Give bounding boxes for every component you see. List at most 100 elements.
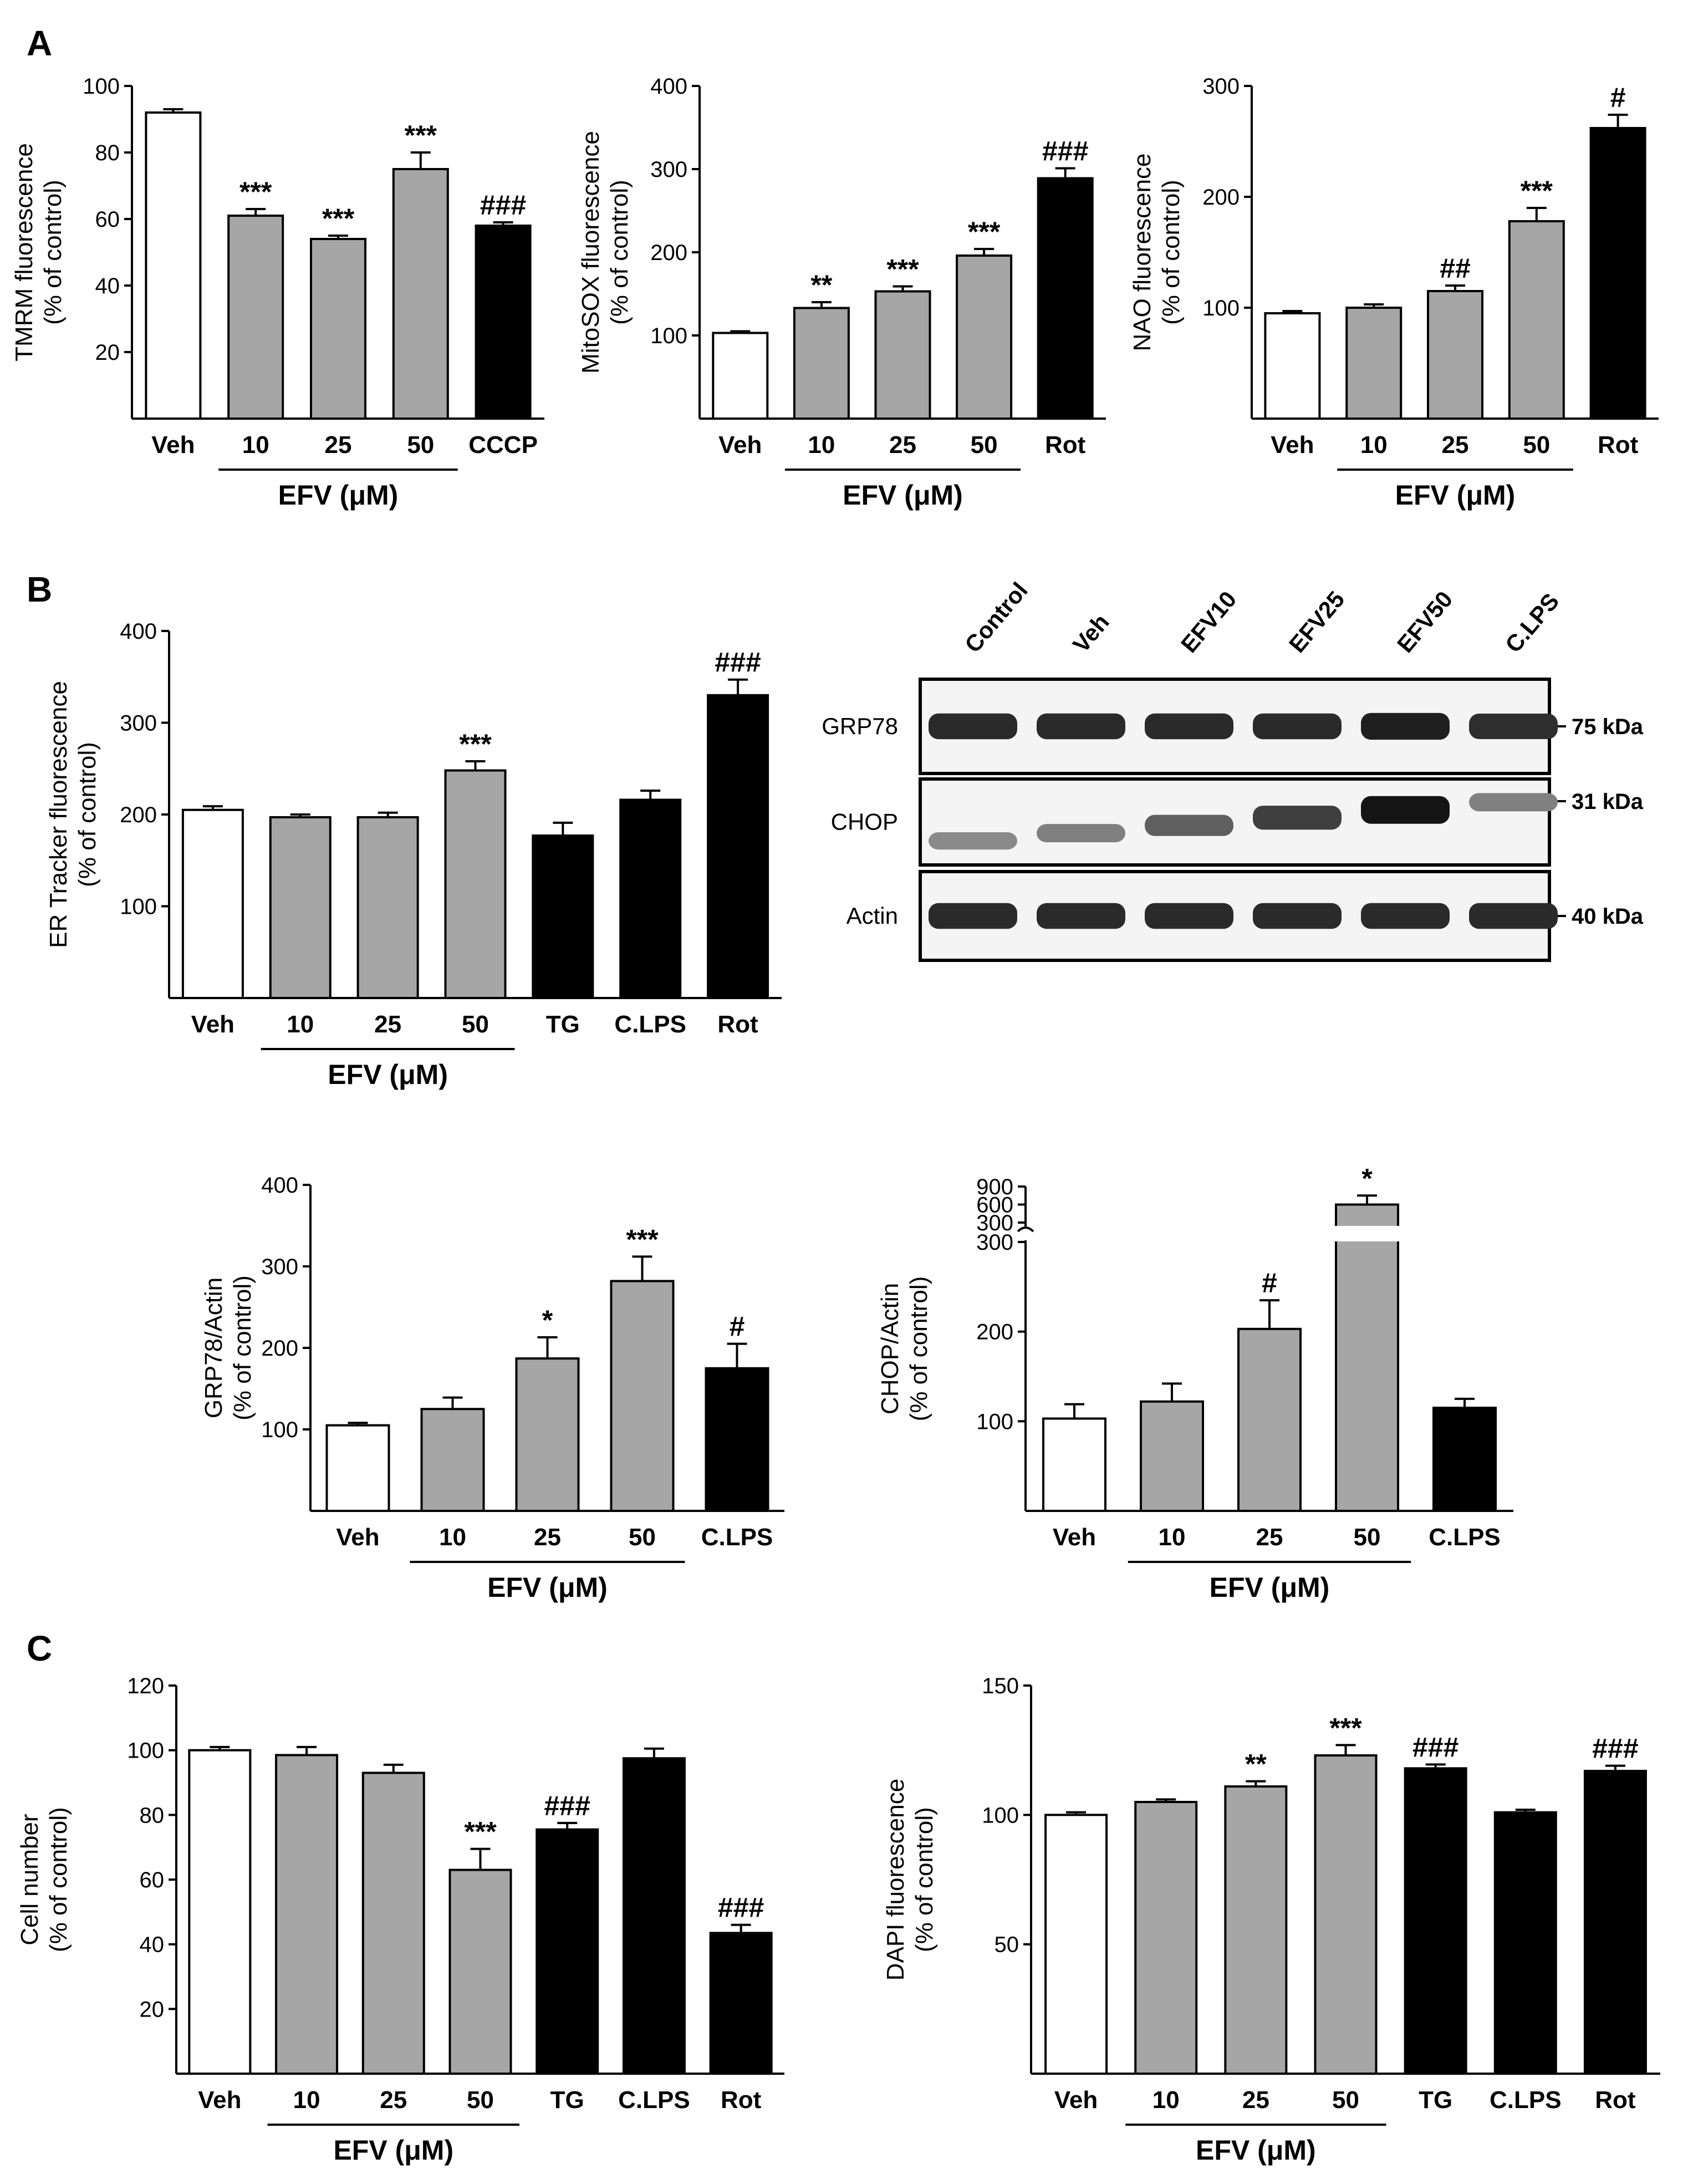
western-blot: Control Veh EFV10 EFV25 EFV50 C.LPS GRP78 75 kD… <box>822 577 1644 962</box>
group-label: EFV (μM) <box>278 480 399 511</box>
significance-label: *** <box>626 1224 659 1255</box>
chart-nao: 100 200 300 NAO fluorescence(% of control) V… <box>1129 74 1659 511</box>
bar-25 <box>874 290 931 420</box>
blot-row-box <box>919 777 1551 867</box>
bar-C.LPS <box>705 1367 769 1512</box>
bar-50 <box>444 769 507 1000</box>
x-tick-label: 10 <box>1152 2086 1180 2114</box>
blot-marker-label: 75 kDa <box>1572 715 1644 739</box>
y-tick-label: 400 <box>261 1173 298 1198</box>
y-tick-label: 100 <box>976 1409 1013 1434</box>
significance-label: *** <box>886 254 919 285</box>
bar-25 <box>1427 290 1483 420</box>
bar-Rot <box>1583 1770 1647 2075</box>
significance-label: *** <box>239 176 272 207</box>
x-tick-label: Veh <box>1053 1524 1096 1551</box>
significance-label: ### <box>480 190 526 221</box>
x-tick-label: 10 <box>287 1011 314 1038</box>
significance-label: # <box>1610 82 1626 113</box>
x-tick-label: 25 <box>534 1524 561 1551</box>
significance-label: * <box>542 1305 553 1336</box>
bar-C.LPS <box>1493 1811 1557 2075</box>
significance-label: *** <box>459 729 492 760</box>
y-axis-label: MitoSOX fluorescence(% of control) <box>577 131 633 374</box>
x-tick-label: TG <box>1419 2086 1452 2114</box>
bar-50 <box>1314 1754 1378 2075</box>
bar-25 <box>361 1771 425 2075</box>
y-axis-label: ER Tracker fluorescence(% of control) <box>45 681 101 948</box>
y-tick-label: 200 <box>120 803 157 827</box>
bar-25 <box>515 1357 580 1513</box>
group-label: EFV (μM) <box>1210 1572 1330 1603</box>
blot-band <box>1253 713 1342 740</box>
group-label: EFV (μM) <box>1395 480 1516 511</box>
blot-band <box>1037 713 1125 740</box>
y-tick-label-upper: 900 <box>976 1175 1013 1199</box>
x-tick-label: 10 <box>808 431 835 459</box>
y-tick-label: 120 <box>127 1674 164 1698</box>
x-tick-label: Rot <box>717 1011 758 1038</box>
x-tick-label: C.LPS <box>1490 2086 1562 2114</box>
x-tick-label: Veh <box>1054 2086 1098 2114</box>
bar-10 <box>420 1408 485 1512</box>
significance-label: *** <box>464 1816 497 1847</box>
x-tick-label: Rot <box>721 2086 762 2114</box>
y-axis-label: GRP78/Actin(% of control) <box>200 1275 256 1421</box>
blot-band <box>1037 824 1125 843</box>
y-tick-label: 40 <box>140 1933 165 1957</box>
y-tick-label: 20 <box>140 1997 165 2022</box>
x-tick-label: Veh <box>151 431 195 459</box>
blot-band <box>929 903 1017 929</box>
significance-label: *** <box>968 216 1001 247</box>
x-tick-label: C.LPS <box>701 1524 773 1551</box>
y-tick-label: 200 <box>1202 185 1240 210</box>
x-tick-label: 50 <box>1354 1524 1381 1551</box>
bar-TG <box>536 1828 599 2075</box>
y-tick-label: 100 <box>83 74 120 99</box>
bar-10 <box>1345 307 1403 420</box>
group-label: EFV (μM) <box>1196 2135 1316 2166</box>
bar-25 <box>310 238 366 420</box>
y-axis-label: Cell number(% of control) <box>16 1807 72 1952</box>
blot-band <box>929 713 1017 740</box>
x-tick-label: Veh <box>1271 431 1314 459</box>
group-label: EFV (μM) <box>328 1059 448 1090</box>
y-axis-label: DAPI fluorescence(% of control) <box>882 1779 938 1981</box>
y-tick-label: 60 <box>140 1868 165 1892</box>
bar-50 <box>1335 1203 1399 1512</box>
bar-Rot <box>707 694 769 999</box>
blot-lane-label: C.LPS <box>1500 588 1564 658</box>
significance-label: ### <box>1412 1732 1458 1763</box>
x-tick-label: 25 <box>1256 1524 1283 1551</box>
significance-label: # <box>730 1311 745 1342</box>
x-tick-label: C.LPS <box>618 2086 690 2114</box>
bar-25 <box>1224 1785 1288 2075</box>
x-tick-label: 25 <box>374 1011 401 1038</box>
y-tick-label: 300 <box>976 1230 1013 1255</box>
blot-lane-label: Control <box>960 577 1033 658</box>
bar-C.LPS <box>619 798 682 1000</box>
blot-band <box>1469 793 1558 812</box>
bar-10 <box>793 307 850 420</box>
blot-lane-label: EFV50 <box>1392 586 1458 658</box>
significance-label: *** <box>322 203 355 234</box>
blot-band <box>1361 903 1450 929</box>
y-tick-label: 150 <box>982 1674 1019 1698</box>
x-tick-label: Veh <box>336 1524 379 1551</box>
bar-10 <box>275 1754 339 2075</box>
x-tick-label: Rot <box>1598 431 1639 459</box>
x-tick-label: Rot <box>1045 431 1086 459</box>
y-tick-label: 80 <box>95 141 120 165</box>
x-tick-label: 50 <box>971 431 998 459</box>
bar-Veh <box>325 1424 390 1512</box>
x-tick-label: 10 <box>293 2086 320 2114</box>
bar-Veh <box>1264 312 1321 420</box>
blot-row-label: CHOP <box>831 809 898 835</box>
group-label: EFV (μM) <box>333 2135 453 2166</box>
y-tick-label: 20 <box>95 340 120 365</box>
y-tick-label: 100 <box>127 1739 164 1763</box>
y-tick-label: 200 <box>261 1336 298 1361</box>
panel-label-b: B <box>27 569 52 609</box>
